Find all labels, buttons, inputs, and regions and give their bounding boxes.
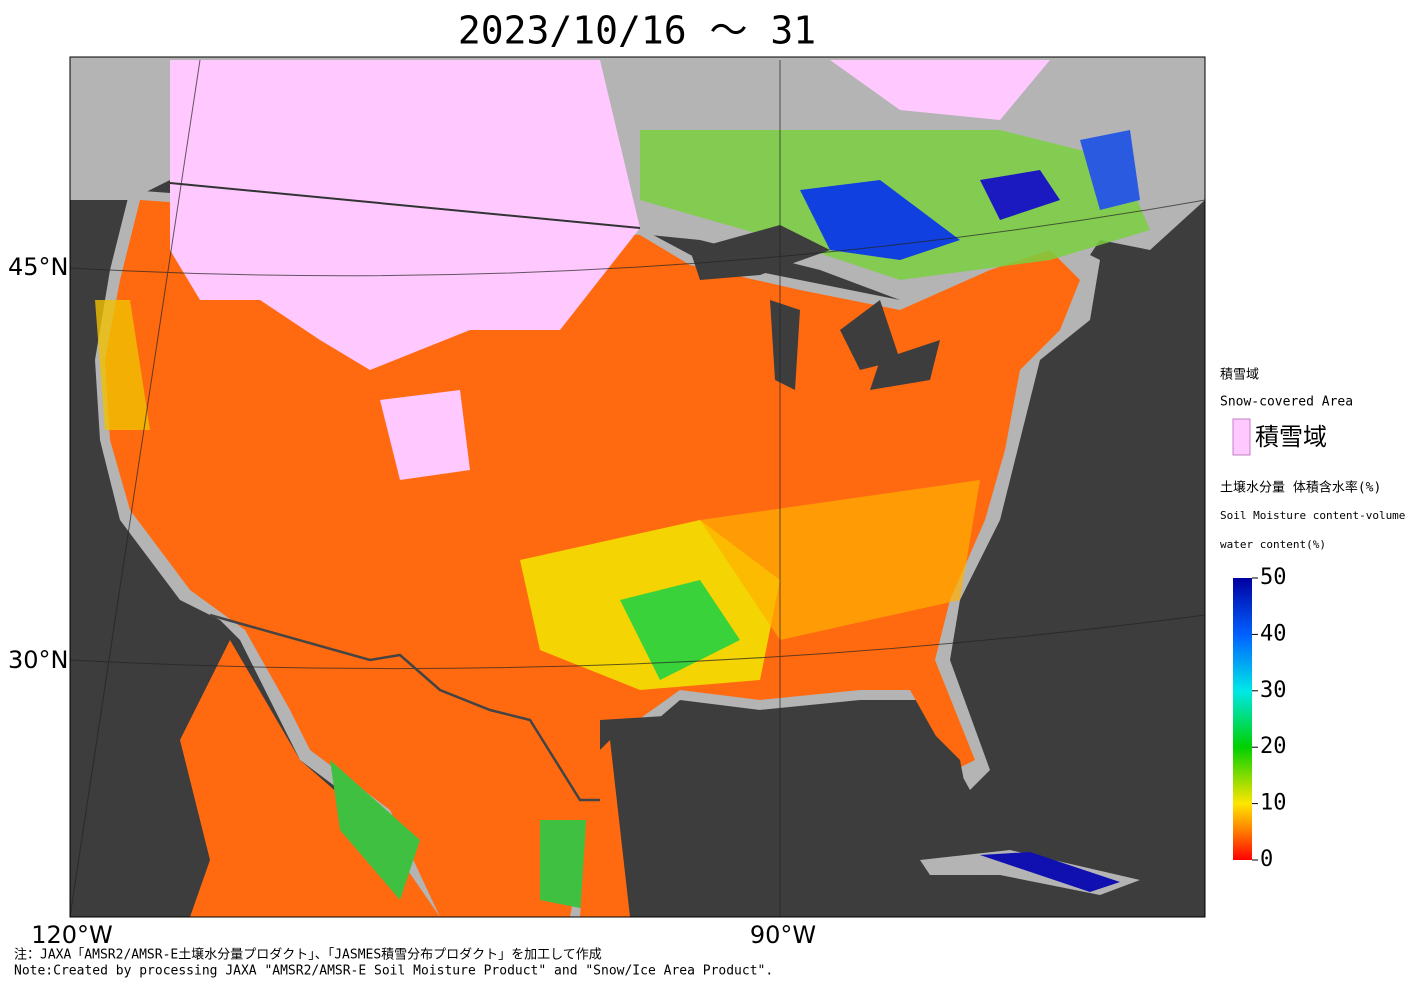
legend-title: water content(%) [1220, 538, 1326, 551]
colorbar [1233, 578, 1252, 860]
map-frame [69, 56, 1206, 918]
legend-title: 土壌水分量 体積含水率(%) [1220, 480, 1381, 496]
legend-title: Snow-covered Area [1220, 395, 1353, 410]
lon-label: 120°W [31, 921, 113, 949]
lat-label: 45°N [8, 253, 69, 281]
map [70, 57, 1205, 917]
note: 注：JAXA「AMSR2/AMSR-E土壌水分量プロダクト」、「JASMES積雪… [14, 948, 602, 963]
legend-label: 積雪域 [1255, 423, 1327, 451]
colorbar-tick-label: 10 [1260, 791, 1287, 816]
colorbar-tick-label: 0 [1260, 847, 1273, 872]
colorbar-tick-label: 50 [1260, 565, 1287, 590]
title: 2023/10/16 ～ 31 [458, 9, 816, 53]
lon-label: 90°W [750, 921, 816, 949]
colorbar-tick-label: 30 [1260, 678, 1287, 703]
colorbar-tick-label: 40 [1260, 621, 1287, 646]
colorbar-ticks: 0 10 20 30 40 50 [1252, 565, 1287, 872]
colorbar-tick-label: 20 [1260, 734, 1287, 759]
snow-swatch [1232, 418, 1251, 456]
legend-title: Soil Moisture content-volume [1220, 509, 1405, 522]
legend-title: 積雪域 [1220, 368, 1259, 383]
lat-label: 30°N [8, 646, 69, 674]
note: Note:Created by processing JAXA "AMSR2/A… [14, 964, 773, 979]
